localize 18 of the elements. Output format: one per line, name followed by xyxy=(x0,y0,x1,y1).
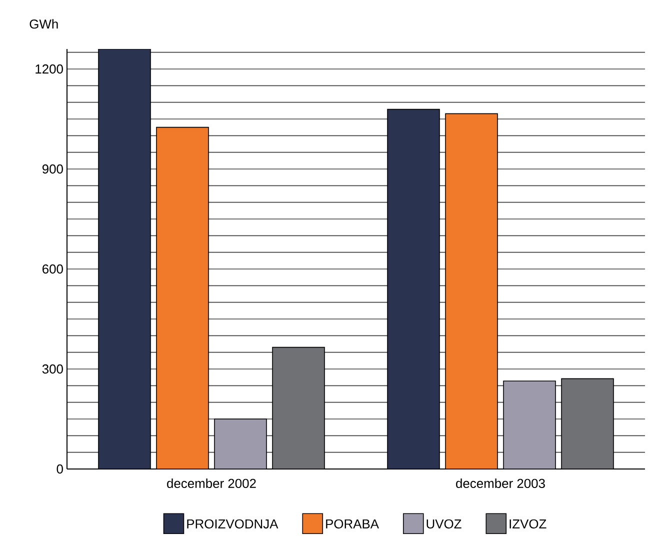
y-tick-label: 1200 xyxy=(36,64,63,74)
y-axis-title: GWh xyxy=(30,19,58,29)
legend-label: PROIZVODNJA xyxy=(187,519,278,528)
x-tick-label: december 2003 xyxy=(456,478,545,488)
bar xyxy=(445,113,498,469)
bar xyxy=(156,126,209,469)
legend-label: PORABA xyxy=(326,519,379,528)
bar xyxy=(214,418,267,469)
bar xyxy=(272,346,325,469)
y-tick-label: 900 xyxy=(42,164,63,174)
y-tick-label: 600 xyxy=(42,264,63,274)
bar xyxy=(503,380,556,469)
y-tick-label: 300 xyxy=(42,364,63,374)
legend-label: IZVOZ xyxy=(510,519,546,528)
legend-label: UVOZ xyxy=(426,519,462,528)
y-tick-label: 0 xyxy=(56,464,63,474)
x-tick-label: december 2002 xyxy=(167,478,256,488)
bar xyxy=(561,378,614,469)
